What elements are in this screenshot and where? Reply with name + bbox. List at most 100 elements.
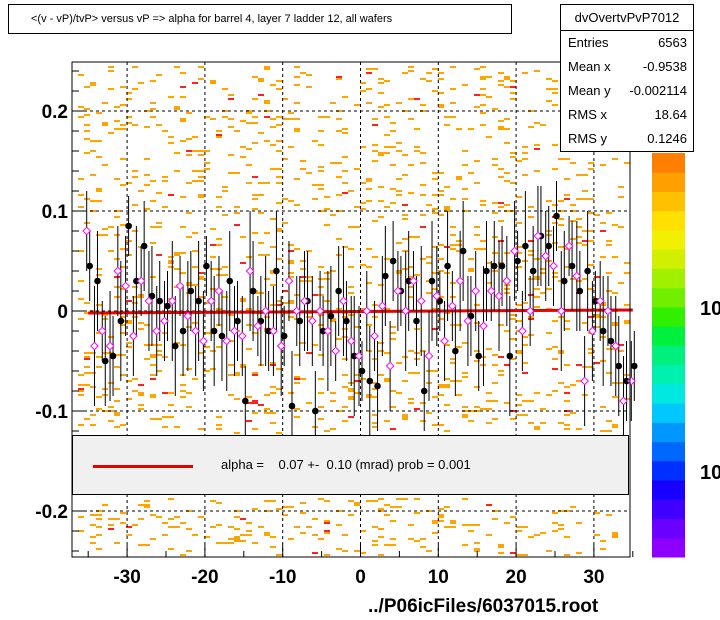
- histogram-cell: [90, 140, 96, 142]
- histogram-cell: [114, 120, 120, 122]
- histogram-cell: [600, 222, 606, 224]
- histogram-cell: [456, 394, 462, 396]
- histogram-cell: [504, 330, 510, 332]
- histogram-cell: [144, 184, 150, 186]
- histogram-cell: [498, 84, 504, 86]
- histogram-cell: [432, 288, 438, 290]
- stats-row-mean-y: Mean y -0.002114: [561, 79, 693, 103]
- histogram-cell: [246, 148, 252, 150]
- histogram-cell: [210, 268, 216, 270]
- histogram-cell: [402, 356, 408, 358]
- histogram-cell: [618, 186, 624, 188]
- histogram-cell: [78, 374, 84, 376]
- profile-point-magenta: [121, 281, 130, 291]
- histogram-cell: [264, 500, 270, 502]
- profile-point-magenta: [307, 316, 317, 326]
- histogram-cell: [90, 524, 96, 526]
- histogram-cell: [408, 398, 414, 400]
- histogram-cell: [240, 366, 246, 368]
- histogram-cell: [108, 70, 114, 72]
- histogram-cell: [132, 124, 138, 126]
- profile-point-magenta: [237, 331, 247, 341]
- histogram-cell: [246, 164, 252, 166]
- histogram-cell: [390, 544, 396, 546]
- histogram-cell: [396, 150, 402, 152]
- histogram-cell: [270, 118, 276, 120]
- histogram-cell: [474, 94, 480, 96]
- histogram-cell: [450, 324, 456, 326]
- histogram-cell: [432, 532, 438, 534]
- histogram-cell: [582, 244, 588, 246]
- histogram-cell: [384, 308, 390, 310]
- histogram-cell: [342, 246, 348, 248]
- histogram-cell: [438, 296, 444, 298]
- histogram-cell: [108, 88, 114, 90]
- histogram-cell: [288, 316, 294, 318]
- profile-point-magenta: [82, 226, 92, 236]
- histogram-cell: [180, 72, 186, 74]
- histogram-cell: [618, 196, 624, 198]
- histogram-cell: [180, 196, 186, 198]
- histogram-cell: [150, 242, 156, 244]
- histogram-cell: [396, 392, 402, 394]
- histogram-cell: [360, 182, 366, 184]
- histogram-cell: [240, 146, 246, 148]
- histogram-cell: [168, 416, 174, 418]
- profile-point-black: [125, 222, 132, 230]
- profile-point-magenta: [447, 301, 457, 311]
- histogram-cell: [204, 116, 210, 118]
- profile-point-magenta: [292, 306, 302, 316]
- histogram-cell: [348, 190, 354, 192]
- histogram-cell: [138, 394, 144, 396]
- histogram-cell: [252, 332, 258, 334]
- histogram-cell: [138, 190, 144, 192]
- histogram-cell: [408, 524, 414, 526]
- color-bar-segment: [652, 306, 685, 327]
- profile-point-magenta: [183, 311, 193, 321]
- histogram-cell: [126, 322, 132, 324]
- histogram-cell: [186, 154, 192, 156]
- histogram-cell: [516, 352, 522, 354]
- chart-title: <(v - vP)/tvP> versus vP => alpha for ba…: [8, 4, 512, 34]
- y-tick-label: -0.1: [35, 402, 68, 423]
- histogram-cell: [150, 80, 156, 82]
- histogram-cell: [168, 526, 174, 528]
- histogram-cell: [528, 240, 534, 242]
- histogram-cell: [288, 392, 294, 394]
- histogram-cell: [492, 364, 498, 366]
- histogram-cell: [594, 276, 600, 278]
- histogram-cell: [312, 518, 318, 520]
- histogram-cell: [222, 214, 228, 216]
- histogram-cell: [378, 374, 384, 376]
- histogram-cell: [354, 104, 360, 106]
- histogram-cell: [420, 402, 426, 404]
- histogram-cell: [102, 234, 108, 236]
- histogram-cell: [234, 516, 240, 518]
- histogram-cell: [330, 392, 336, 394]
- histogram-cell: [588, 212, 594, 214]
- histogram-cell: [270, 386, 276, 388]
- histogram-cell: [384, 420, 390, 422]
- profile-point-black: [514, 257, 521, 265]
- histogram-cell: [336, 162, 342, 164]
- histogram-cell: [288, 538, 294, 540]
- histogram-cell: [498, 356, 504, 358]
- profile-point-magenta: [440, 336, 449, 346]
- histogram-cell: [372, 388, 378, 390]
- histogram-cell: [186, 138, 192, 140]
- histogram-cell: [588, 288, 594, 290]
- histogram-cell: [324, 500, 330, 502]
- histogram-cell: [528, 536, 534, 538]
- histogram-cell: [78, 530, 84, 532]
- histogram-cell: [348, 248, 354, 250]
- histogram-cell: [402, 214, 408, 216]
- histogram-cell: [360, 208, 366, 210]
- histogram-cell: [438, 258, 444, 260]
- histogram-cell: [522, 152, 528, 154]
- color-bar-segment: [652, 345, 685, 366]
- histogram-cell: [510, 80, 516, 82]
- histogram-cell: [504, 78, 510, 80]
- histogram-cell: [408, 350, 414, 352]
- histogram-cell: [132, 88, 138, 90]
- histogram-cell: [120, 324, 126, 326]
